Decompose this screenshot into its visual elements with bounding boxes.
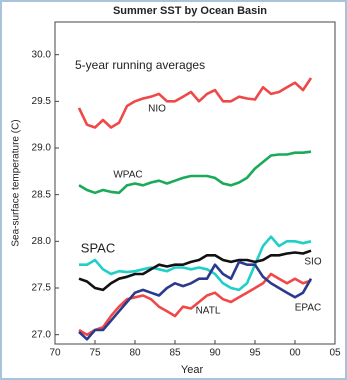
y-axis-label: Sea-surface temperature (C) bbox=[11, 119, 22, 246]
series-label: SPAC bbox=[81, 240, 115, 255]
plot-frame bbox=[54, 21, 336, 345]
series-line bbox=[78, 150, 312, 195]
y-tick-label: 28.5 bbox=[32, 189, 52, 200]
series-label: SIO bbox=[304, 257, 321, 268]
x-tick-label: 80 bbox=[129, 348, 141, 359]
y-tick-label: 27.5 bbox=[32, 283, 52, 294]
x-axis-label: Year bbox=[181, 364, 204, 376]
x-tick-label: 75 bbox=[89, 348, 101, 359]
series-line bbox=[77, 77, 313, 129]
x-tick-label: 95 bbox=[249, 348, 261, 359]
series-line bbox=[78, 249, 312, 292]
series-line bbox=[79, 235, 312, 292]
x-tick-label: 85 bbox=[169, 348, 181, 359]
series-label: WPAC bbox=[113, 170, 142, 181]
y-tick-label: 28.0 bbox=[32, 236, 52, 247]
x-tick-label: 00 bbox=[289, 348, 301, 359]
x-tick-label: 05 bbox=[329, 348, 341, 359]
y-tick-label: 30.0 bbox=[32, 49, 52, 60]
y-tick-label: 29.5 bbox=[32, 96, 52, 107]
x-tick-label: 90 bbox=[209, 348, 221, 359]
y-tick-label: 29.0 bbox=[32, 143, 52, 154]
series-label: EPAC bbox=[295, 303, 322, 314]
annotation: 5-year running averages bbox=[75, 58, 205, 72]
chart-title: Summer SST by Ocean Basin bbox=[113, 5, 267, 17]
series-line bbox=[78, 272, 312, 336]
series-line bbox=[78, 260, 313, 341]
x-tick-label: 70 bbox=[49, 348, 61, 359]
series-label: NIO bbox=[148, 104, 166, 115]
series-label: NATL bbox=[196, 306, 221, 317]
y-tick-label: 27.0 bbox=[32, 329, 52, 340]
